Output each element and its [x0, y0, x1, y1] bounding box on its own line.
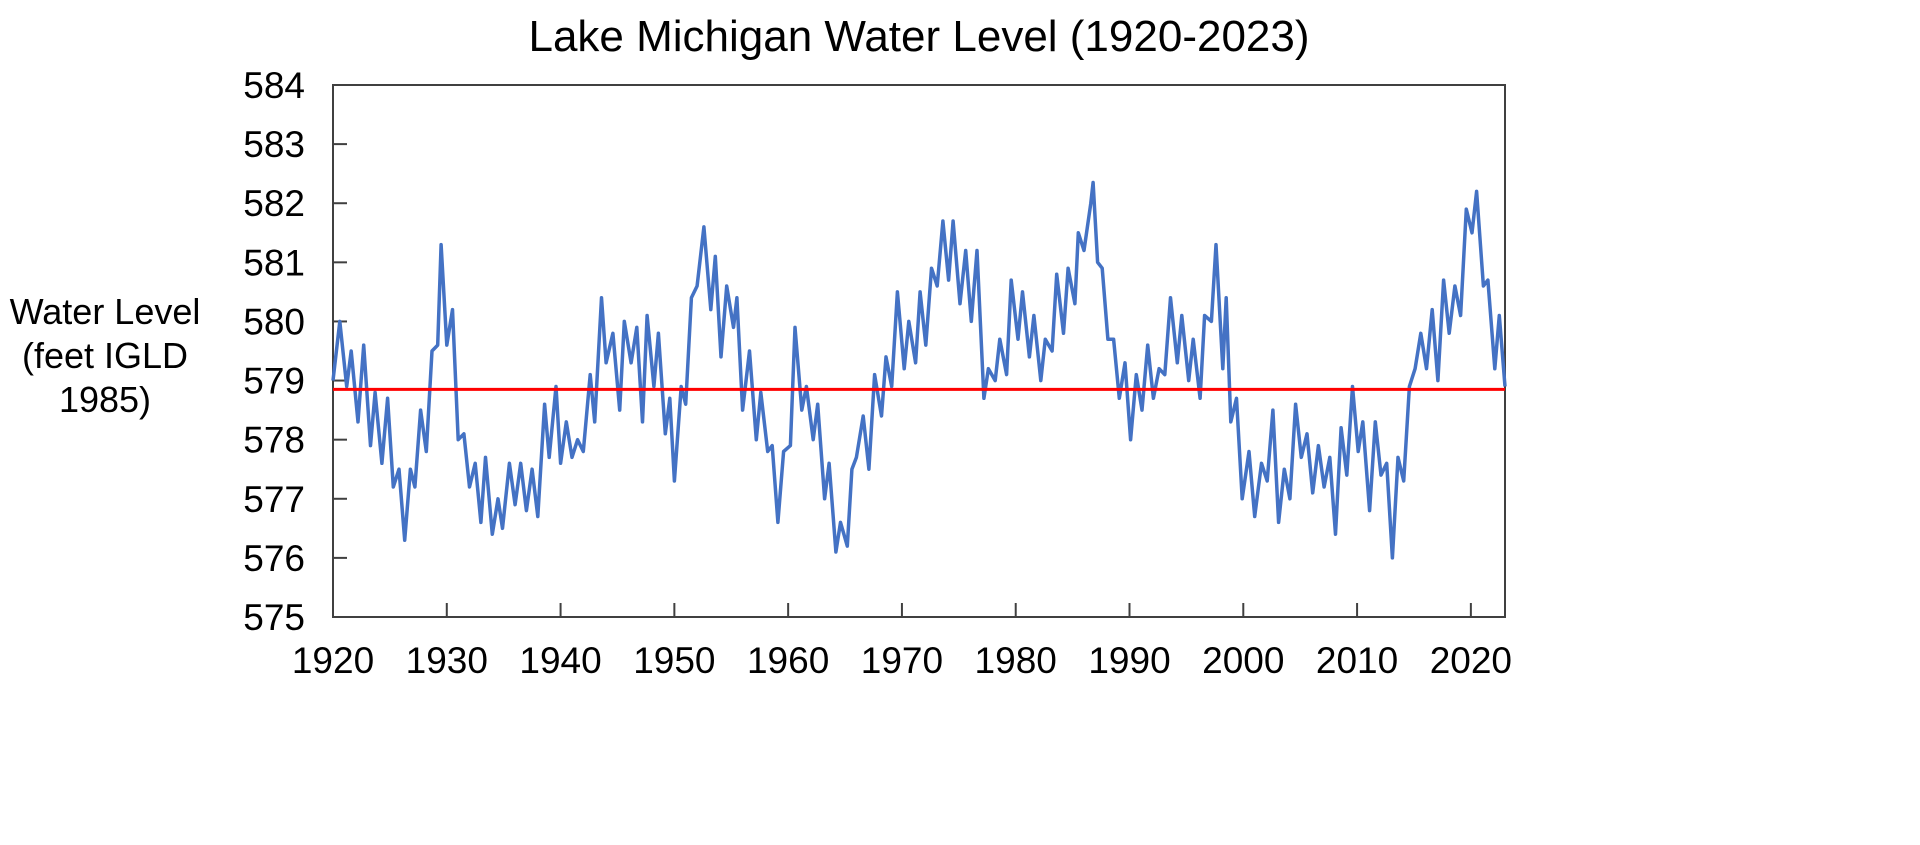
- y-tick-label: 575: [243, 597, 305, 638]
- y-axis-label-line: Water Level: [9, 291, 201, 332]
- y-axis-label: Water Level (feet IGLD 1985): [0, 290, 210, 422]
- y-tick-label: 583: [243, 124, 305, 165]
- x-tick-label: 1980: [975, 640, 1057, 681]
- y-tick-label: 578: [243, 420, 305, 461]
- x-tick-label: 1990: [1088, 640, 1170, 681]
- y-axis-label-line: 1985): [58, 379, 152, 420]
- x-tick-label: 1920: [292, 640, 374, 681]
- y-tick-label: 584: [243, 65, 305, 106]
- x-tick-label: 1970: [861, 640, 943, 681]
- chart-title: Lake Michigan Water Level (1920-2023): [528, 12, 1310, 61]
- x-tick-label: 2010: [1316, 640, 1398, 681]
- y-tick-label: 582: [243, 183, 305, 224]
- x-tick-label: 2000: [1202, 640, 1284, 681]
- x-tick-label: 2020: [1430, 640, 1512, 681]
- plot-frame: [332, 84, 1506, 618]
- y-tick-label: 579: [243, 361, 305, 402]
- x-tick-label: 1960: [747, 640, 829, 681]
- x-tick-label: 1930: [406, 640, 488, 681]
- x-tick-label: 1940: [519, 640, 601, 681]
- y-axis-label-line: (feet IGLD: [21, 335, 189, 376]
- y-tick-label: 577: [243, 479, 305, 520]
- y-tick-label: 580: [243, 301, 305, 342]
- y-tick-label: 576: [243, 538, 305, 579]
- water-level-series-line: [331, 180, 1507, 560]
- y-tick-label: 581: [243, 242, 305, 283]
- x-tick-label: 1950: [633, 640, 715, 681]
